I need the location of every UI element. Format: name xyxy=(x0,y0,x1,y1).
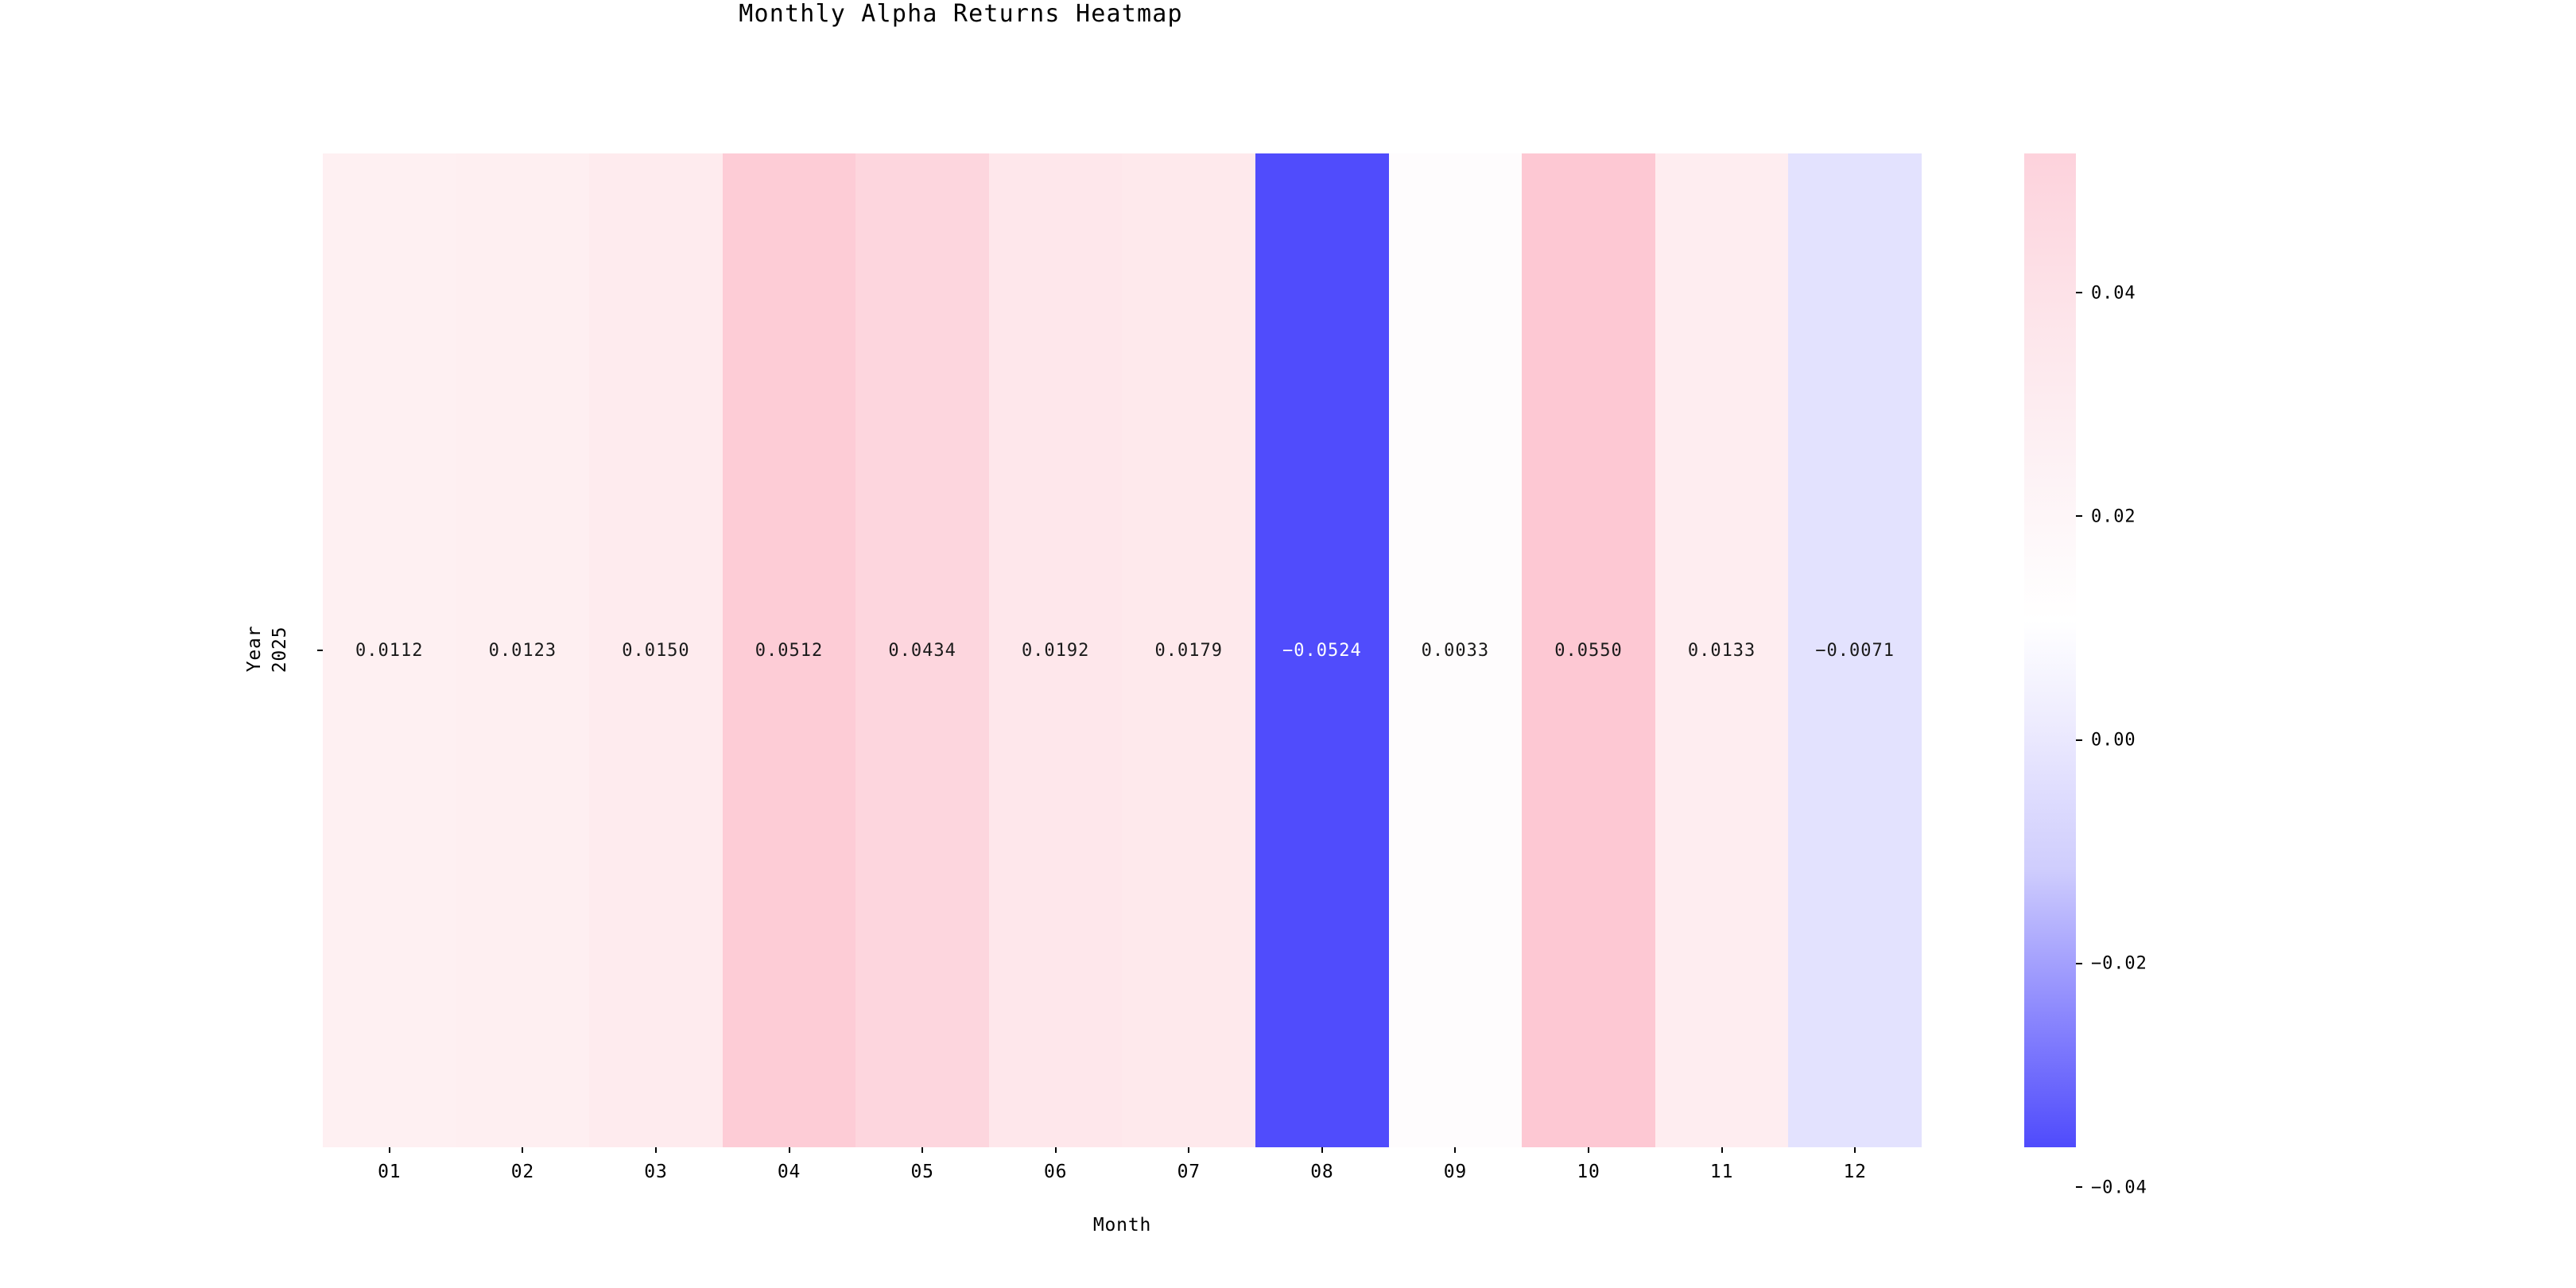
x-axis-tick: 10 xyxy=(1522,1147,1655,1195)
chart-title: Monthly Alpha Returns Heatmap xyxy=(739,0,1183,28)
colorbar xyxy=(2024,153,2076,1147)
heatmap-cell[interactable]: 0.0512 xyxy=(722,153,856,1147)
heatmap-cell-value: 0.0150 xyxy=(622,640,690,661)
heatmap-cell-value: 0.0179 xyxy=(1154,640,1223,661)
x-axis-tick-mark xyxy=(388,1147,390,1153)
heatmap-cell[interactable]: −0.0071 xyxy=(1788,153,1922,1147)
heatmap-cell-value: 0.0033 xyxy=(1421,640,1490,661)
x-axis-tick-mark xyxy=(522,1147,524,1153)
x-axis-tick: 04 xyxy=(723,1147,856,1195)
colorbar-ticks: 0.04 0.02 0.00 −0.02 −0.04 xyxy=(2076,153,2235,1197)
colorbar-tick-mark xyxy=(2076,962,2082,964)
x-axis-tick-label: 11 xyxy=(1709,1162,1734,1182)
heatmap-cell[interactable]: 0.0133 xyxy=(1655,153,1789,1147)
x-axis-tick: 07 xyxy=(1122,1147,1255,1195)
heatmap-cell-value: 0.0112 xyxy=(355,640,424,661)
x-axis-tick-mark xyxy=(1587,1147,1589,1153)
heatmap-cell[interactable]: 0.0550 xyxy=(1522,153,1655,1147)
x-axis-tick: 02 xyxy=(456,1147,590,1195)
x-axis-tick: 11 xyxy=(1655,1147,1789,1195)
colorbar-tick-label: 0.04 xyxy=(2091,283,2136,303)
x-axis-tick-label: 05 xyxy=(910,1162,934,1182)
colorbar-tick-label: −0.02 xyxy=(2091,953,2147,974)
x-axis-tick: 03 xyxy=(589,1147,723,1195)
x-axis-tick: 06 xyxy=(989,1147,1123,1195)
x-axis-tick: 05 xyxy=(855,1147,989,1195)
colorbar-tick-mark xyxy=(2076,739,2082,741)
x-axis-tick-label: 01 xyxy=(378,1162,402,1182)
y-axis-label: Year xyxy=(244,625,265,673)
x-axis-tick-mark xyxy=(1854,1147,1856,1153)
x-axis-tick: 01 xyxy=(323,1147,456,1195)
x-axis-tick-label: 09 xyxy=(1443,1162,1468,1182)
x-axis-tick-label: 12 xyxy=(1843,1162,1867,1182)
x-axis-tick-label: 04 xyxy=(777,1162,801,1182)
heatmap-cell[interactable]: 0.0033 xyxy=(1388,153,1523,1147)
colorbar-tick-mark xyxy=(2076,292,2082,293)
heatmap-cell[interactable]: −0.0524 xyxy=(1255,153,1389,1147)
heatmap-cell[interactable]: 0.0192 xyxy=(988,153,1123,1147)
x-axis-tick-mark xyxy=(1188,1147,1190,1153)
heatmap-cell-value: 0.0192 xyxy=(1021,640,1090,661)
heatmap-cell-value: 0.0550 xyxy=(1554,640,1623,661)
colorbar-tick-label: −0.04 xyxy=(2091,1177,2147,1197)
x-axis-tick-mark xyxy=(1054,1147,1057,1153)
y-axis-tick-label: 2025 xyxy=(270,626,290,673)
x-axis-label: Month xyxy=(1092,1215,1152,1236)
y-axis-tick-mark xyxy=(317,650,323,651)
x-axis-ticks: 01 02 03 04 05 06 07 08 09 10 11 12 xyxy=(323,1147,1922,1195)
x-axis-tick-label: 02 xyxy=(510,1162,535,1182)
x-axis-tick-mark xyxy=(788,1147,790,1153)
x-axis-tick-label: 03 xyxy=(644,1162,668,1182)
colorbar-tick-mark xyxy=(2076,515,2082,518)
x-axis-tick-mark xyxy=(1721,1147,1723,1153)
heatmap-plot-area[interactable]: 0.0112 0.0123 0.0150 0.0512 0.0434 0.0192 0.01… xyxy=(323,153,1922,1147)
x-axis-tick-mark xyxy=(1321,1147,1323,1153)
heatmap-cell-value: 0.0434 xyxy=(888,640,956,661)
x-axis-tick: 08 xyxy=(1255,1147,1389,1195)
heatmap-cell[interactable]: 0.0434 xyxy=(855,153,989,1147)
heatmap-cell[interactable]: 0.0179 xyxy=(1122,153,1256,1147)
x-axis-tick-mark xyxy=(1454,1147,1457,1153)
x-axis-tick: 12 xyxy=(1788,1147,1922,1195)
colorbar-gradient xyxy=(2024,153,2076,1147)
heatmap-cell-value: −0.0524 xyxy=(1282,640,1362,661)
heatmap-cell[interactable]: 0.0150 xyxy=(589,153,723,1147)
x-axis-tick-mark xyxy=(654,1147,657,1153)
x-axis-tick-label: 10 xyxy=(1577,1162,1600,1182)
x-axis-tick-mark xyxy=(921,1147,924,1153)
colorbar-tick-label: 0.00 xyxy=(2091,730,2136,751)
heatmap-cell[interactable]: 0.0112 xyxy=(323,153,456,1147)
heatmap-cell-value: 0.0512 xyxy=(755,640,824,661)
colorbar-tick-mark xyxy=(2076,1186,2082,1188)
heatmap-cell-value: 0.0123 xyxy=(488,640,557,661)
heatmap-cell[interactable]: 0.0123 xyxy=(456,153,590,1147)
heatmap-cell-value: 0.0133 xyxy=(1687,640,1756,661)
heatmap-cell-value: −0.0071 xyxy=(1815,640,1895,661)
colorbar-tick-label: 0.02 xyxy=(2091,506,2136,527)
x-axis-tick-label: 06 xyxy=(1044,1162,1068,1182)
x-axis-tick-label: 08 xyxy=(1310,1162,1334,1182)
x-axis-tick-label: 07 xyxy=(1177,1162,1201,1182)
x-axis-tick: 09 xyxy=(1389,1147,1523,1195)
